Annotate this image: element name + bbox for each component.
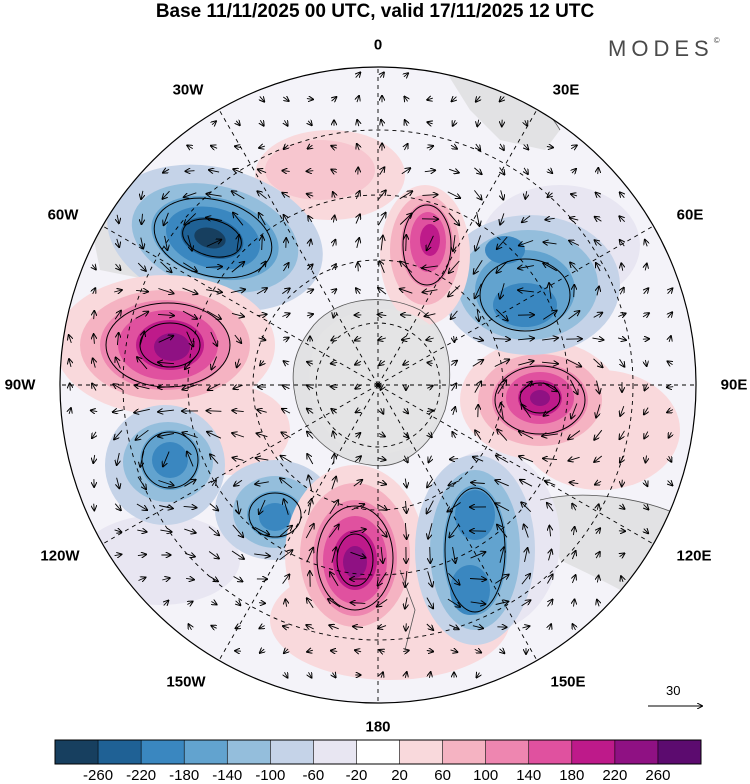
wind-vector: [406, 235, 407, 251]
reference-vector-label: 30: [666, 683, 680, 698]
colorbar-swatch: [529, 740, 572, 764]
wind-vector: [406, 623, 407, 630]
wind-vector: [94, 504, 95, 511]
colorbar-tick-label: 60: [434, 767, 451, 784]
wind-vector: [70, 383, 71, 390]
colorbar-swatch: [486, 740, 529, 764]
colorbar-swatch: [55, 740, 98, 764]
lon-label-30W: 30W: [173, 82, 204, 99]
colorbar-tick-label: 100: [473, 767, 498, 784]
wind-vector: [598, 168, 599, 174]
lon-label-120E: 120E: [676, 548, 711, 565]
colorbar-tick-label: -260: [83, 767, 113, 784]
wind-vector: [94, 311, 95, 319]
lon-label-120W: 120W: [40, 548, 79, 565]
positive-anomaly-85W: [55, 275, 275, 415]
lon-label-180: 180: [365, 719, 390, 736]
negative-anomaly-160E: [415, 455, 535, 645]
colorbar-tick-label: 180: [559, 767, 584, 784]
wind-vector: [622, 480, 623, 487]
lon-label-90E: 90E: [721, 377, 748, 394]
map-field: [50, 60, 710, 720]
wind-vector: [259, 603, 265, 604]
wind-vector: [667, 387, 673, 388]
colorbar-swatch: [313, 740, 356, 764]
colorbar-tick-label: -220: [126, 767, 156, 784]
lon-label-150W: 150W: [166, 674, 205, 691]
colorbar-tick-label: 20: [391, 767, 408, 784]
lon-label-90W: 90W: [5, 377, 36, 394]
colorbar-tick-label: -100: [255, 767, 285, 784]
colorbar-swatch: [141, 740, 184, 764]
wind-vector: [307, 171, 314, 172]
wind-vector: [358, 263, 359, 272]
wind-vector: [574, 285, 575, 297]
colorbar-swatch: [443, 740, 486, 764]
wind-vector: [262, 236, 263, 250]
colorbar-tick-label: -60: [303, 767, 325, 784]
positive-anomaly-15E: [380, 185, 470, 325]
colorbar-swatch: [400, 740, 443, 764]
lon-label-60W: 60W: [48, 207, 79, 224]
lon-label-0: 0: [374, 37, 382, 54]
wind-vector: [334, 454, 335, 464]
wind-vector: [186, 171, 195, 172]
colorbar-swatch: [184, 740, 227, 764]
wind-vector: [430, 547, 431, 563]
colorbar-tick-label: -180: [169, 767, 199, 784]
colorbar-tick-label: -20: [346, 767, 368, 784]
south-pole-marker: [376, 383, 380, 387]
positive-anomaly-95E: [460, 340, 620, 460]
colorbar-swatch: [572, 740, 615, 764]
wind-vector: [207, 411, 222, 412]
colorbar-tick-label: 220: [602, 767, 627, 784]
colorbar-swatch: [270, 740, 313, 764]
lon-label-150E: 150E: [550, 674, 585, 691]
colorbar: [55, 740, 701, 764]
colorbar-tick-label: 260: [645, 767, 670, 784]
colorbar-swatch: [615, 740, 658, 764]
wind-vector: [401, 315, 411, 316]
colorbar-swatch: [227, 740, 270, 764]
colorbar-swatch: [98, 740, 141, 764]
colorbar-swatch: [356, 740, 399, 764]
colorbar-tick-label: 140: [516, 767, 541, 784]
positive-anomaly-175W: [285, 465, 425, 645]
lon-label-60E: 60E: [677, 207, 704, 224]
colorbar-swatch: [658, 740, 701, 764]
colorbar-tick-label: -140: [212, 767, 242, 784]
lon-label-30E: 30E: [553, 82, 580, 99]
